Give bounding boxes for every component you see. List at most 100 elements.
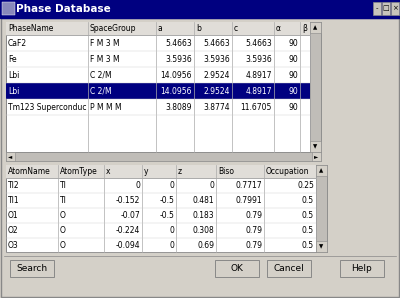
Text: 0.79: 0.79 bbox=[245, 226, 262, 235]
Text: 0.5: 0.5 bbox=[302, 196, 314, 205]
Text: Fe: Fe bbox=[8, 55, 17, 63]
Text: Tl1: Tl1 bbox=[8, 196, 20, 205]
Text: 3.5936: 3.5936 bbox=[165, 55, 192, 63]
Text: 90: 90 bbox=[288, 55, 298, 63]
Text: AtomName: AtomName bbox=[8, 167, 51, 176]
Text: 2.9524: 2.9524 bbox=[204, 86, 230, 95]
Text: ▼: ▼ bbox=[313, 144, 318, 149]
Text: Lbi: Lbi bbox=[8, 86, 19, 95]
Text: 0.25: 0.25 bbox=[297, 181, 314, 190]
Bar bbox=[6, 152, 15, 161]
Text: α: α bbox=[276, 24, 281, 33]
Text: Occupation: Occupation bbox=[266, 167, 310, 176]
Text: 90: 90 bbox=[288, 86, 298, 95]
Text: ◄: ◄ bbox=[8, 154, 13, 159]
Text: Tm123 Superconduc: Tm123 Superconduc bbox=[8, 103, 86, 111]
Text: Lbi: Lbi bbox=[8, 71, 19, 80]
Text: -0.152: -0.152 bbox=[116, 196, 140, 205]
Bar bbox=[6, 165, 327, 252]
Text: 3.5936: 3.5936 bbox=[203, 55, 230, 63]
Text: -: - bbox=[376, 5, 378, 12]
Bar bbox=[316, 241, 327, 252]
Text: 0.69: 0.69 bbox=[197, 241, 214, 250]
Text: b: b bbox=[196, 24, 201, 33]
Text: y: y bbox=[144, 167, 148, 176]
Text: -0.5: -0.5 bbox=[159, 211, 174, 220]
Text: C 2/M: C 2/M bbox=[90, 71, 112, 80]
Text: Tl: Tl bbox=[60, 181, 67, 190]
Text: C 2/M: C 2/M bbox=[90, 86, 112, 95]
Text: 5.4663: 5.4663 bbox=[165, 38, 192, 47]
Text: 3.5936: 3.5936 bbox=[245, 55, 272, 63]
Text: 0.5: 0.5 bbox=[302, 211, 314, 220]
Text: ▼: ▼ bbox=[319, 244, 324, 249]
Bar bbox=[6, 83, 310, 99]
Text: 14.0956: 14.0956 bbox=[160, 86, 192, 95]
Text: 0.79: 0.79 bbox=[245, 241, 262, 250]
Text: 2.9524: 2.9524 bbox=[204, 71, 230, 80]
Text: Search: Search bbox=[16, 264, 48, 273]
Text: Biso: Biso bbox=[218, 167, 234, 176]
Text: ▲: ▲ bbox=[313, 25, 318, 30]
Text: Tl2: Tl2 bbox=[8, 181, 20, 190]
Text: F M 3 M: F M 3 M bbox=[90, 55, 120, 63]
Text: 0: 0 bbox=[169, 226, 174, 235]
Text: O3: O3 bbox=[8, 241, 19, 250]
Text: 0: 0 bbox=[169, 181, 174, 190]
Text: 5.4663: 5.4663 bbox=[203, 38, 230, 47]
Text: 0: 0 bbox=[169, 241, 174, 250]
Bar bbox=[215, 260, 259, 277]
Bar bbox=[310, 141, 321, 152]
Bar bbox=[6, 22, 310, 35]
Text: -0.094: -0.094 bbox=[115, 241, 140, 250]
Text: 0.79: 0.79 bbox=[245, 211, 262, 220]
Bar bbox=[2, 2, 15, 15]
Bar bbox=[267, 260, 311, 277]
Bar bbox=[316, 165, 327, 252]
Text: -0.07: -0.07 bbox=[120, 211, 140, 220]
Text: Cancel: Cancel bbox=[274, 264, 304, 273]
Text: 90: 90 bbox=[288, 71, 298, 80]
Text: O: O bbox=[60, 241, 66, 250]
Bar bbox=[6, 22, 321, 152]
Text: -0.5: -0.5 bbox=[159, 196, 174, 205]
Bar bbox=[382, 2, 390, 15]
Text: 3.8089: 3.8089 bbox=[166, 103, 192, 111]
Bar bbox=[391, 2, 399, 15]
Text: x: x bbox=[106, 167, 110, 176]
Text: ►: ► bbox=[314, 154, 319, 159]
Text: 11.6705: 11.6705 bbox=[241, 103, 272, 111]
Text: ×: × bbox=[392, 5, 398, 12]
Text: z: z bbox=[178, 167, 182, 176]
Text: 0.308: 0.308 bbox=[192, 226, 214, 235]
Text: F M 3 M: F M 3 M bbox=[90, 38, 120, 47]
Text: 0.183: 0.183 bbox=[192, 211, 214, 220]
Text: 0: 0 bbox=[135, 181, 140, 190]
Text: 0.7991: 0.7991 bbox=[235, 196, 262, 205]
Bar bbox=[310, 22, 321, 152]
Bar bbox=[373, 2, 381, 15]
Text: O1: O1 bbox=[8, 211, 19, 220]
Bar bbox=[312, 152, 321, 161]
Bar bbox=[340, 260, 384, 277]
Text: O2: O2 bbox=[8, 226, 19, 235]
Text: c: c bbox=[234, 24, 238, 33]
Text: SpaceGroup: SpaceGroup bbox=[90, 24, 136, 33]
Text: 4.8917: 4.8917 bbox=[246, 71, 272, 80]
Bar bbox=[6, 152, 321, 161]
Bar bbox=[310, 22, 321, 33]
Text: 0.5: 0.5 bbox=[302, 241, 314, 250]
Text: 90: 90 bbox=[288, 38, 298, 47]
Text: 4.8917: 4.8917 bbox=[246, 86, 272, 95]
Text: O: O bbox=[60, 211, 66, 220]
Text: Help: Help bbox=[352, 264, 372, 273]
Text: a: a bbox=[158, 24, 163, 33]
Text: 0.481: 0.481 bbox=[192, 196, 214, 205]
Text: CaF2: CaF2 bbox=[8, 38, 27, 47]
Text: 3.8774: 3.8774 bbox=[203, 103, 230, 111]
Text: OK: OK bbox=[230, 264, 244, 273]
Bar bbox=[10, 260, 54, 277]
Text: O: O bbox=[60, 226, 66, 235]
Text: 14.0956: 14.0956 bbox=[160, 71, 192, 80]
Bar bbox=[6, 165, 316, 178]
